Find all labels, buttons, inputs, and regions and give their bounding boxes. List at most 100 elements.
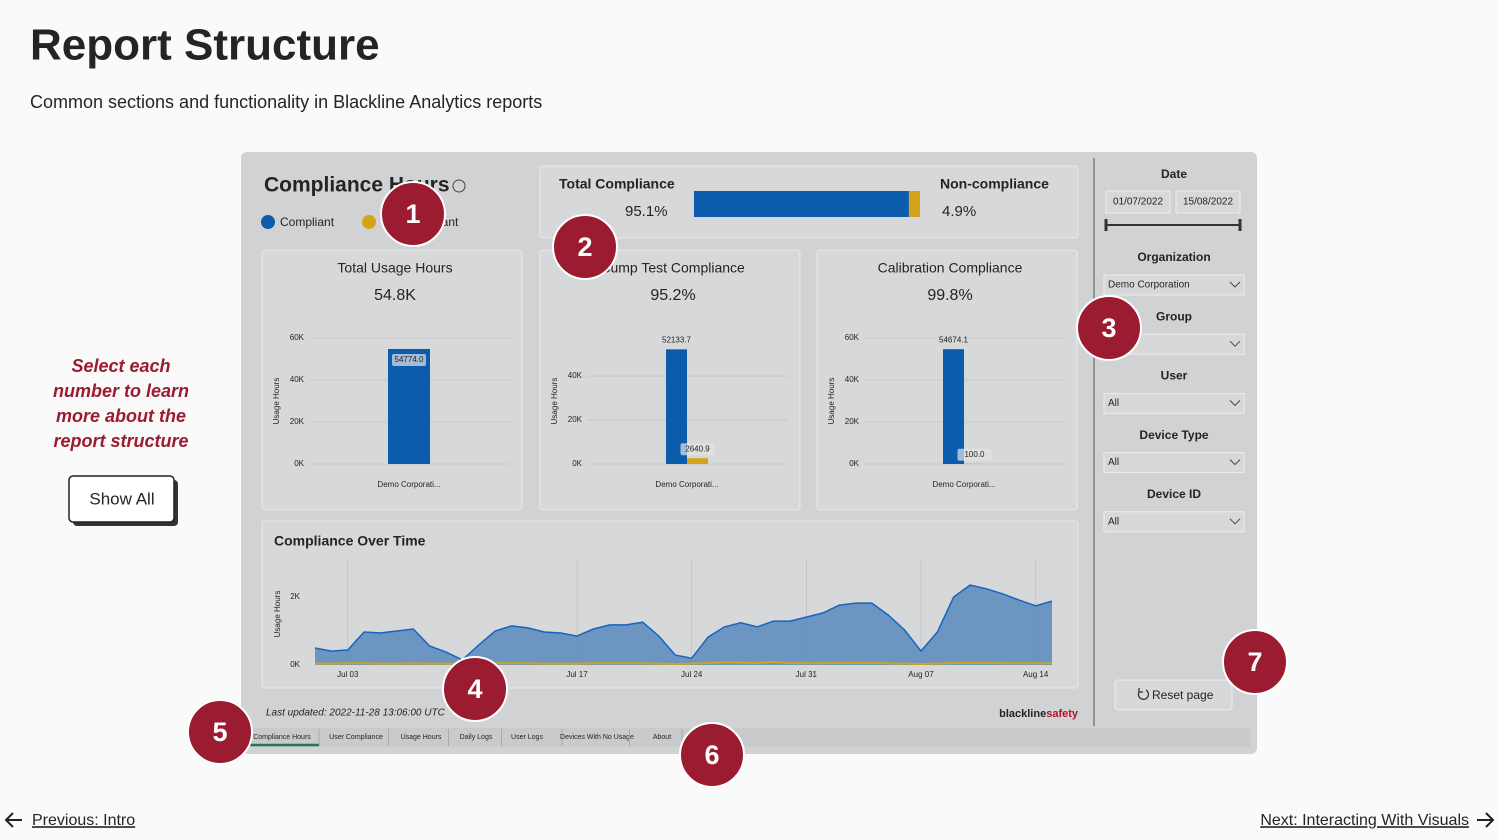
reset-button[interactable]: Reset page [1114,679,1233,711]
y-tick-label: 20K [568,415,583,424]
card-kpi: 99.8% [927,287,972,304]
show-all-button[interactable]: Show All [68,475,178,526]
marker[interactable]: 4 [442,656,508,722]
dropdown[interactable] [1103,452,1245,474]
marker[interactable]: 1 [380,181,446,247]
tab[interactable]: Usage Hours [401,734,442,741]
filter-label: User [1161,369,1188,383]
tab[interactable]: User Logs [511,734,543,741]
y-tick-label: 0K [849,459,859,468]
marker-circle [380,181,446,247]
y-axis-label: Usage Hours [550,378,559,425]
marker-number: 1 [405,199,420,229]
filter-label: Group [1156,309,1192,323]
legend-swatch [362,215,376,229]
data-label: 52133.7 [662,335,691,344]
noncompliance-label: Non-compliance [940,176,1049,192]
card-kpi: 54.8K [374,287,416,304]
tab[interactable]: About [653,734,671,741]
area [315,585,1052,665]
dropdown[interactable] [1103,274,1245,296]
marker[interactable]: 5 [187,699,253,765]
data-label-box [680,443,715,456]
y-axis-label: Usage Hours [273,591,282,638]
y-tick-label: 40K [845,375,860,384]
y-tick-label: 40K [568,371,583,380]
line [314,584,1053,661]
brand-part: blackline [999,708,1046,720]
filter-label: Organization [1137,250,1210,264]
x-tick-label: Demo Corporati... [377,480,440,489]
bar [666,349,687,464]
marker[interactable]: 2 [552,214,618,280]
y-tick-label: 2K [290,592,300,601]
y-axis-label: Usage Hours [272,378,281,425]
dropdown[interactable] [1103,392,1245,414]
dropdown-value: Demo Corporation [1108,280,1190,291]
info-icon[interactable] [452,179,466,193]
tab[interactable]: Devices With No Usage [560,734,634,741]
marker[interactable]: 3 [1076,295,1142,361]
tab[interactable]: Compliance Hours [253,734,311,741]
compliance-bar [908,191,920,217]
marker-number: 5 [212,717,227,747]
line-chart-title: Compliance Over Time [274,533,426,549]
total-label: Total Compliance [559,176,675,192]
data-label-box [957,448,992,461]
date-input [1175,190,1241,214]
dropdown-value: All [1108,398,1119,409]
marker-number: 7 [1247,647,1262,677]
bar [388,348,430,464]
button-label: Show All [89,489,154,508]
marker-number: 3 [1101,313,1116,343]
marker-circle [442,656,508,722]
card-title: Calibration Compliance [878,260,1023,276]
data-label: 54774.0 [395,355,424,364]
marker-circle [1222,629,1288,695]
card-title: Total Usage Hours [337,260,452,276]
x-tick-label: Aug 14 [1023,670,1049,679]
y-tick-label: 20K [845,417,860,426]
tab[interactable]: Daily Logs [460,734,493,741]
last-updated: Last updated: 2022-11-28 13:06:00 UTC [266,708,446,719]
data-label: 54674.1 [939,335,968,344]
dropdown-value: All [1108,457,1119,468]
line [315,660,1052,666]
bar [687,458,708,464]
marker[interactable]: 7 [1222,629,1288,695]
marker-number: 6 [704,740,719,770]
brand: blacklinesafety [999,708,1079,720]
y-tick-label: 20K [290,417,305,426]
data-label: 2640.9 [685,444,710,453]
total-value: 95.1% [625,203,668,220]
marker-circle [679,722,745,788]
tab[interactable]: User Compliance [329,734,383,741]
y-tick-label: 0K [290,660,300,669]
x-tick-label: Aug 07 [908,670,934,679]
compliance-bar [694,191,909,217]
prev-link[interactable]: Previous: Intro [32,812,135,829]
x-tick-label: Jul 24 [681,670,703,679]
filter-label: Device Type [1139,428,1208,442]
reset-label: Reset page [1152,688,1214,702]
legend-label: Compliant [280,215,335,229]
filter-label: Device ID [1147,487,1201,501]
dropdown[interactable] [1103,511,1245,533]
marker[interactable]: 6 [679,722,745,788]
y-tick-label: 40K [290,375,305,384]
x-tick-label: Jul 31 [796,670,818,679]
legend-swatch [261,215,275,229]
marker-circle [1076,295,1142,361]
marker-circle [187,699,253,765]
date-value: 15/08/2022 [1183,197,1233,208]
next-link[interactable]: Next: Interacting With Visuals [1260,812,1469,829]
date-input [1105,190,1171,214]
filter-label: Date [1161,167,1187,181]
data-label: 100.0 [964,450,985,459]
x-tick-label: Demo Corporati... [932,480,995,489]
date-value: 01/07/2022 [1113,197,1163,208]
y-tick-label: 0K [294,459,304,468]
reset-icon [1137,688,1150,700]
